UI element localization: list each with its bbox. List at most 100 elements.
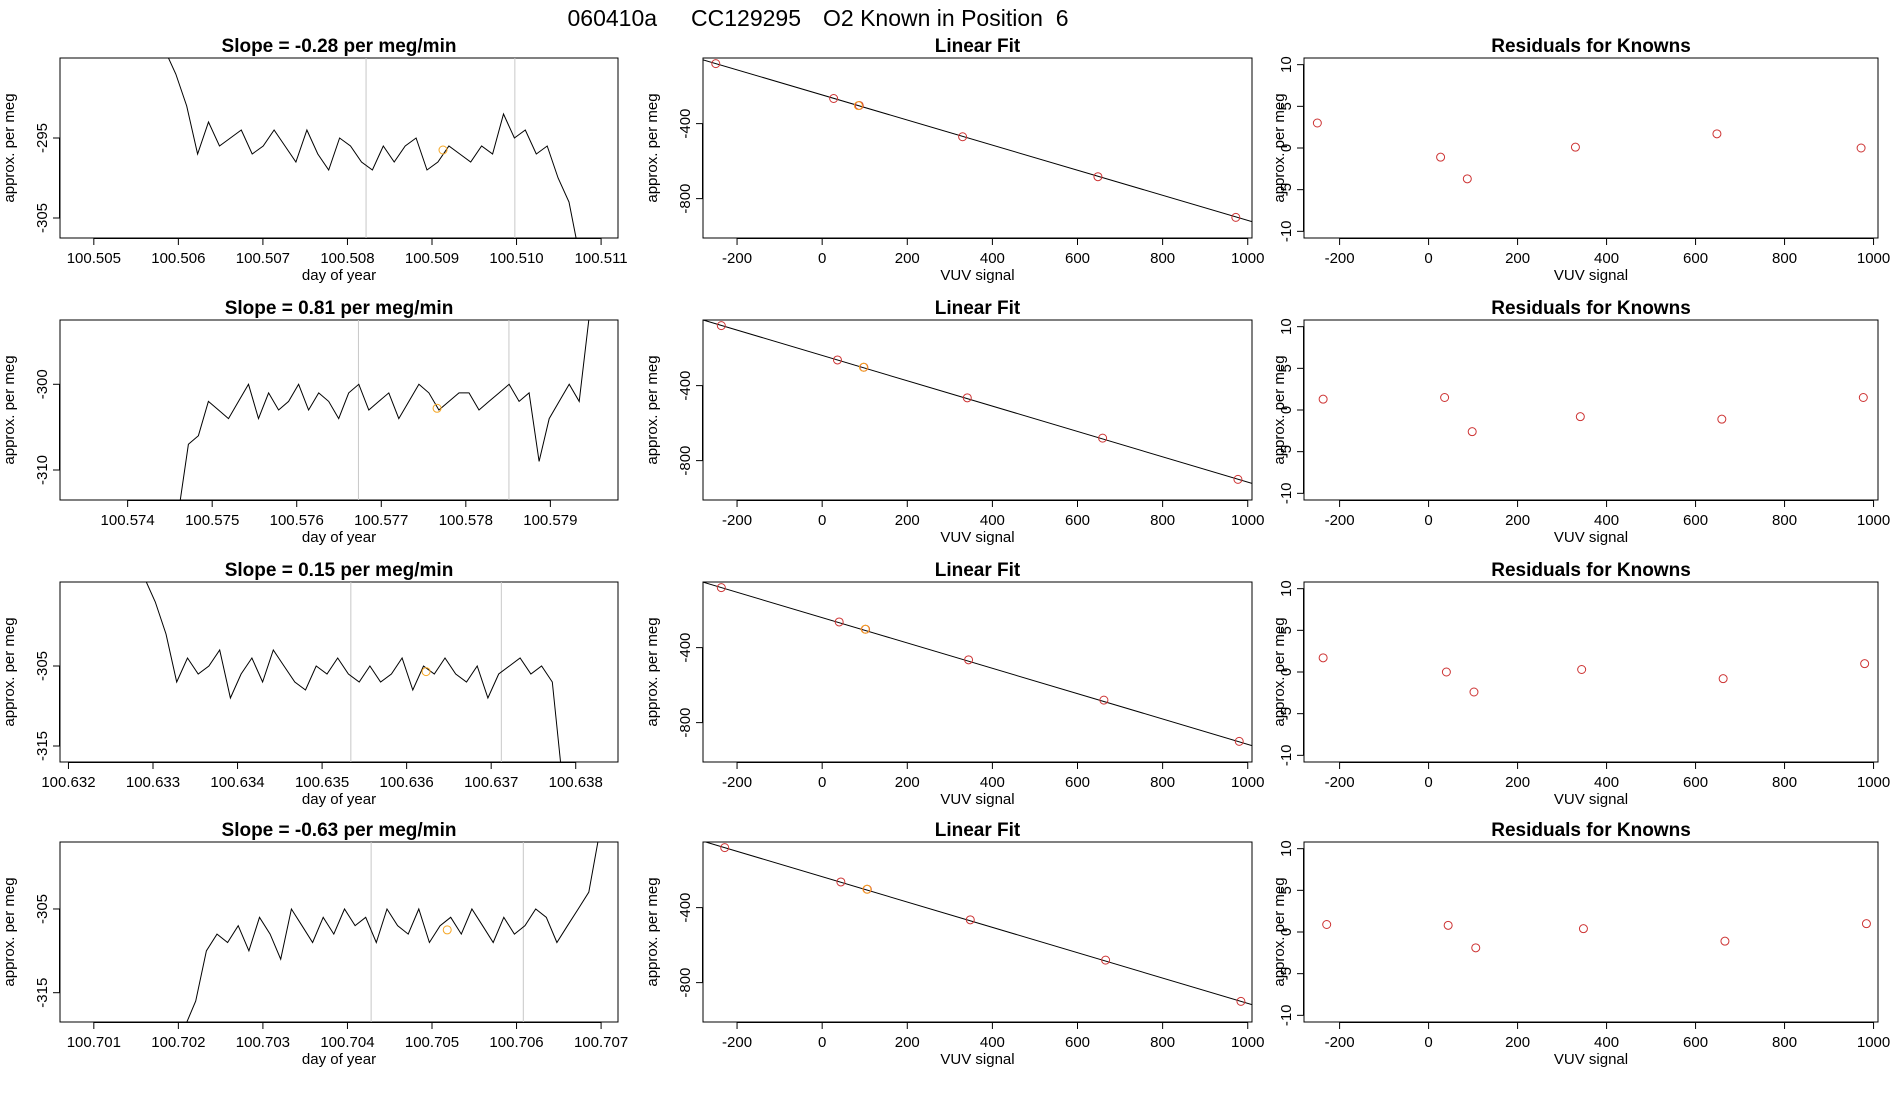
data-point [1318,653,1328,663]
plot-frame [59,57,619,239]
data-point [1858,393,1868,402]
x-tick-label: 200 [895,774,920,791]
x-tick-label: 400 [1594,1034,1619,1051]
y-tick-label: 5 [1278,102,1295,110]
x-tick-label: 100.702 [151,1034,205,1051]
panel-r1-c1: Slope = -0.28 per meg/min 100.505 100.506 1… [1,36,628,284]
x-tick-label: 400 [1594,250,1619,267]
data-point [1467,427,1477,437]
x-tick-label: 1000 [1857,512,1890,529]
sample-point [860,624,870,634]
x-tick-label: 1000 [1857,250,1890,267]
panel-title: Slope = 0.81 per meg/min [225,298,454,319]
x-tick-label: 0 [818,512,826,529]
data-layer [1322,919,1871,953]
data-point [1570,142,1580,152]
y-axis-label: approx. per meg [1,617,18,726]
x-tick-label: 100.633 [126,774,180,791]
y-tick-label: -800 [677,184,694,214]
plot-frame [702,581,1253,763]
x-tick-label: -200 [1325,512,1355,529]
sample-point [858,362,868,372]
data-point [1861,919,1871,929]
x-tick-label: 100.706 [489,1034,543,1051]
x-tick-label: -200 [1325,774,1355,791]
data-point [1233,474,1243,484]
x-axis-label: VUV signal [1554,1051,1628,1068]
x-tick-label: 400 [980,1034,1005,1051]
x-axis-label: day of year [302,1051,376,1068]
x-tick-label: 100.636 [380,774,434,791]
x-tick-label: 200 [1505,774,1530,791]
x-tick-label: 400 [980,512,1005,529]
y-tick-label: 10 [1278,840,1295,857]
x-tick-label: 1000 [1231,512,1264,529]
y-axis-label: approx. per meg [1271,617,1288,726]
x-tick-label: 100.703 [236,1034,290,1051]
x-tick-label: 100.707 [574,1034,628,1051]
panel-title: Slope = -0.63 per meg/min [222,820,457,841]
y-tick-label: -305 [34,203,51,233]
y-axis-label: approx. per meg [644,617,661,726]
y-axis-label: approx. per meg [644,877,661,986]
x-tick-label: 600 [1683,250,1708,267]
data-point [1469,687,1479,697]
fit-line [703,842,1252,1006]
x-axis-label: VUV signal [1554,267,1628,284]
sample-point [432,403,442,413]
y-tick-label: 5 [1278,626,1295,634]
plot-frame [1303,841,1879,1023]
y-tick-label: -10 [1278,744,1295,766]
x-tick-label: 100.637 [464,774,518,791]
data-layer [145,582,562,762]
x-tick-label: 100.635 [295,774,349,791]
x-tick-label: -200 [1325,1034,1355,1051]
x-tick-label: 600 [1065,250,1090,267]
panel-r4-c2: Linear Fit -200 0 200 400 600 800 1000 VUV signa… [644,820,1264,1068]
y-tick-label: -310 [34,455,51,485]
y-axis-label: approx. per meg [644,355,661,464]
x-tick-label: 1000 [1857,774,1890,791]
data-point [829,94,839,103]
plot-frame [1303,581,1879,763]
x-tick-label: 100.507 [236,250,290,267]
data-point [1101,955,1111,965]
y-tick-label: 5 [1278,886,1295,894]
x-tick-label: 100.575 [185,512,239,529]
data-point [1236,996,1246,1006]
sample-point [442,925,452,935]
x-tick-label: 100.511 [575,250,628,267]
panel-r3-c3: Residuals for Knowns-200 0 200 400 600 800 100… [1271,560,1890,808]
data-layer [1312,118,1866,184]
panel-r2-c2: Linear Fit -200 0 200 400 600 800 1000 VUV signa… [644,298,1264,546]
x-tick-label: 200 [895,512,920,529]
y-axis-label: approx. per meg [1,355,18,464]
x-tick-label: 100.574 [101,512,155,529]
fit-line [703,59,1252,223]
x-tick-label: -200 [1325,250,1355,267]
x-tick-label: -200 [722,1034,752,1051]
plot-frame [702,841,1253,1023]
data-point [1856,143,1866,153]
x-tick-label: 0 [1424,250,1432,267]
x-tick-label: 800 [1772,774,1797,791]
data-point [1471,943,1481,953]
sample-point [438,145,448,155]
y-tick-label: 0 [1278,668,1295,676]
x-tick-label: 200 [895,250,920,267]
data-layer [186,842,599,1022]
x-tick-label: 100.634 [210,774,264,791]
panel-title: Linear Fit [935,36,1021,57]
data-point [1436,152,1446,162]
panel-title: Slope = -0.28 per meg/min [222,36,457,57]
x-tick-label: 100.632 [41,774,95,791]
data-point [1234,736,1244,746]
x-tick-label: 0 [1424,512,1432,529]
panel-r3-c1: Slope = 0.15 per meg/min 100.632 100.633 10… [1,560,619,808]
y-tick-label: -305 [34,894,51,924]
x-axis-label: VUV signal [1554,791,1628,808]
panel-title: Residuals for Knowns [1491,560,1691,581]
plot-frame [59,319,619,501]
x-tick-label: 400 [980,774,1005,791]
